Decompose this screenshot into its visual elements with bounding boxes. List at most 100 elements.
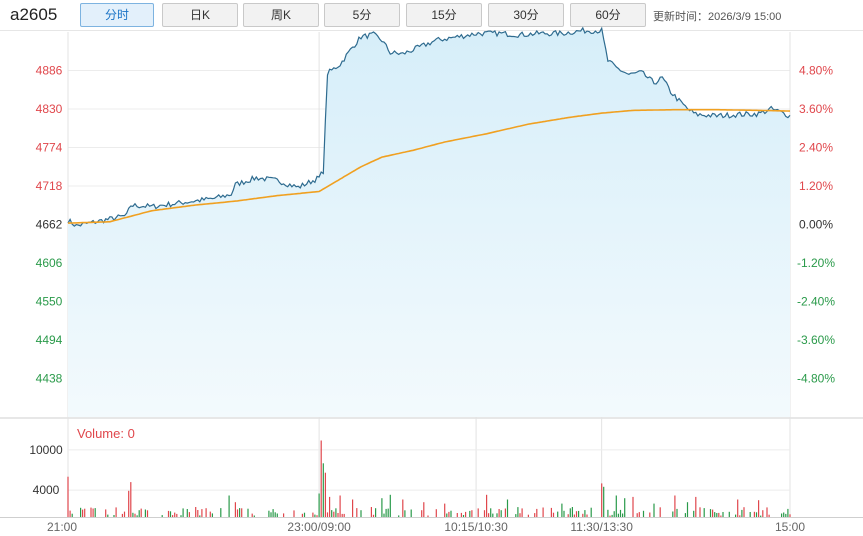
volume-bar [274, 512, 276, 517]
volume-bar [387, 508, 389, 517]
pct-tick-label: -3.60% [797, 333, 835, 347]
volume-bar [653, 503, 655, 517]
volume-bar [140, 508, 142, 517]
volume-bar [488, 513, 490, 517]
volume-bar [174, 512, 176, 517]
volume-bar [500, 510, 502, 517]
volume-bar [609, 515, 611, 517]
time-tick-label: 23:00/09:00 [287, 520, 351, 534]
volume-bar [611, 514, 613, 517]
volume-bar [755, 512, 758, 517]
price-tick-label: 4550 [36, 295, 63, 309]
volume-bar [749, 512, 751, 517]
tab-15min[interactable]: 15分 [406, 3, 482, 27]
price-tick-label: 4662 [36, 218, 63, 232]
volume-bar [84, 508, 86, 517]
volume-bar [741, 509, 743, 517]
symbol-label: a2605 [10, 5, 58, 24]
volume-bar [571, 507, 573, 517]
volume-bar [211, 513, 213, 517]
volume-bar [427, 515, 429, 517]
volume-bar [584, 510, 586, 517]
volume-bar [80, 507, 82, 517]
volume-bar [450, 510, 452, 517]
volume-bar [247, 508, 249, 517]
volume-bar [462, 515, 465, 517]
volume-bar [527, 514, 529, 517]
volume-bar [686, 502, 689, 517]
volume-bar [199, 515, 201, 517]
tab-5min[interactable]: 5分 [324, 3, 400, 27]
volume-bar [370, 507, 372, 517]
volume-bar [234, 502, 236, 517]
volume-bar [303, 512, 306, 517]
volume-bar [649, 512, 651, 517]
price-tick-label: 4718 [36, 179, 63, 193]
volume-bar [613, 511, 615, 517]
volume-bar [674, 495, 676, 517]
volume-bar [781, 513, 783, 517]
volume-bar [728, 511, 730, 517]
volume-bar [251, 513, 253, 517]
volume-bar [718, 512, 720, 517]
volume-bar [703, 508, 705, 517]
volume-label: Volume: 0 [77, 426, 135, 441]
volume-bar [622, 513, 624, 517]
toolbar-divider [0, 30, 863, 31]
volume-bar [167, 510, 170, 517]
volume-bar [720, 515, 722, 517]
volume-bar [138, 510, 140, 517]
volume-bar [383, 513, 385, 517]
volume-bar [590, 507, 592, 517]
price-series-line [67, 26, 791, 227]
tab-weekly-k[interactable]: 周K [243, 3, 319, 27]
tab-30min[interactable]: 30分 [488, 3, 564, 27]
pct-tick-label: 3.60% [799, 102, 833, 116]
volume-bar [389, 494, 391, 517]
tab-intraday[interactable]: 分时 [80, 3, 154, 27]
volume-bar [71, 513, 73, 517]
volume-tick-label: 4000 [33, 483, 60, 497]
volume-bar [113, 515, 115, 517]
volume-bar [569, 508, 571, 517]
volume-bar [241, 508, 243, 517]
volume-bar [563, 510, 565, 517]
volume-bar [575, 511, 578, 517]
volume-bar [636, 513, 638, 517]
volume-bar [205, 508, 207, 517]
volume-bar [712, 509, 714, 517]
pct-tick-label: -4.80% [797, 372, 835, 386]
volume-bar [341, 513, 343, 517]
volume-bar [619, 509, 622, 517]
tab-daily-k[interactable]: 日K [162, 3, 238, 27]
time-tick-label: 10:15/10:30 [444, 520, 508, 534]
volume-bar [709, 509, 712, 517]
volume-bar [329, 496, 331, 517]
volume-bar [762, 510, 764, 517]
volume-bar [465, 511, 467, 517]
volume-bar [550, 507, 552, 517]
volume-bar [789, 514, 791, 517]
volume-bar [760, 515, 762, 517]
volume-bar [642, 510, 645, 517]
pct-tick-label: 2.40% [799, 141, 833, 155]
volume-bar [567, 514, 569, 517]
volume-bar [201, 509, 203, 517]
volume-bar [352, 499, 354, 517]
volume-bar [739, 515, 741, 517]
volume-bar [753, 511, 755, 517]
volume-bar [490, 508, 492, 517]
volume-bar [337, 513, 339, 517]
tab-60min[interactable]: 60分 [570, 3, 646, 27]
volume-bar [105, 509, 107, 517]
volume-tick-label: 10000 [29, 443, 63, 457]
volume-bar [783, 512, 785, 517]
volume-bar [504, 508, 506, 517]
volume-bar [768, 514, 770, 517]
price-tick-label: 4886 [36, 64, 63, 78]
volume-bar [542, 507, 544, 517]
volume-bar [402, 499, 404, 517]
time-tick-label: 21:00 [47, 520, 77, 534]
volume-bar [186, 509, 188, 517]
volume-bar [672, 511, 674, 517]
